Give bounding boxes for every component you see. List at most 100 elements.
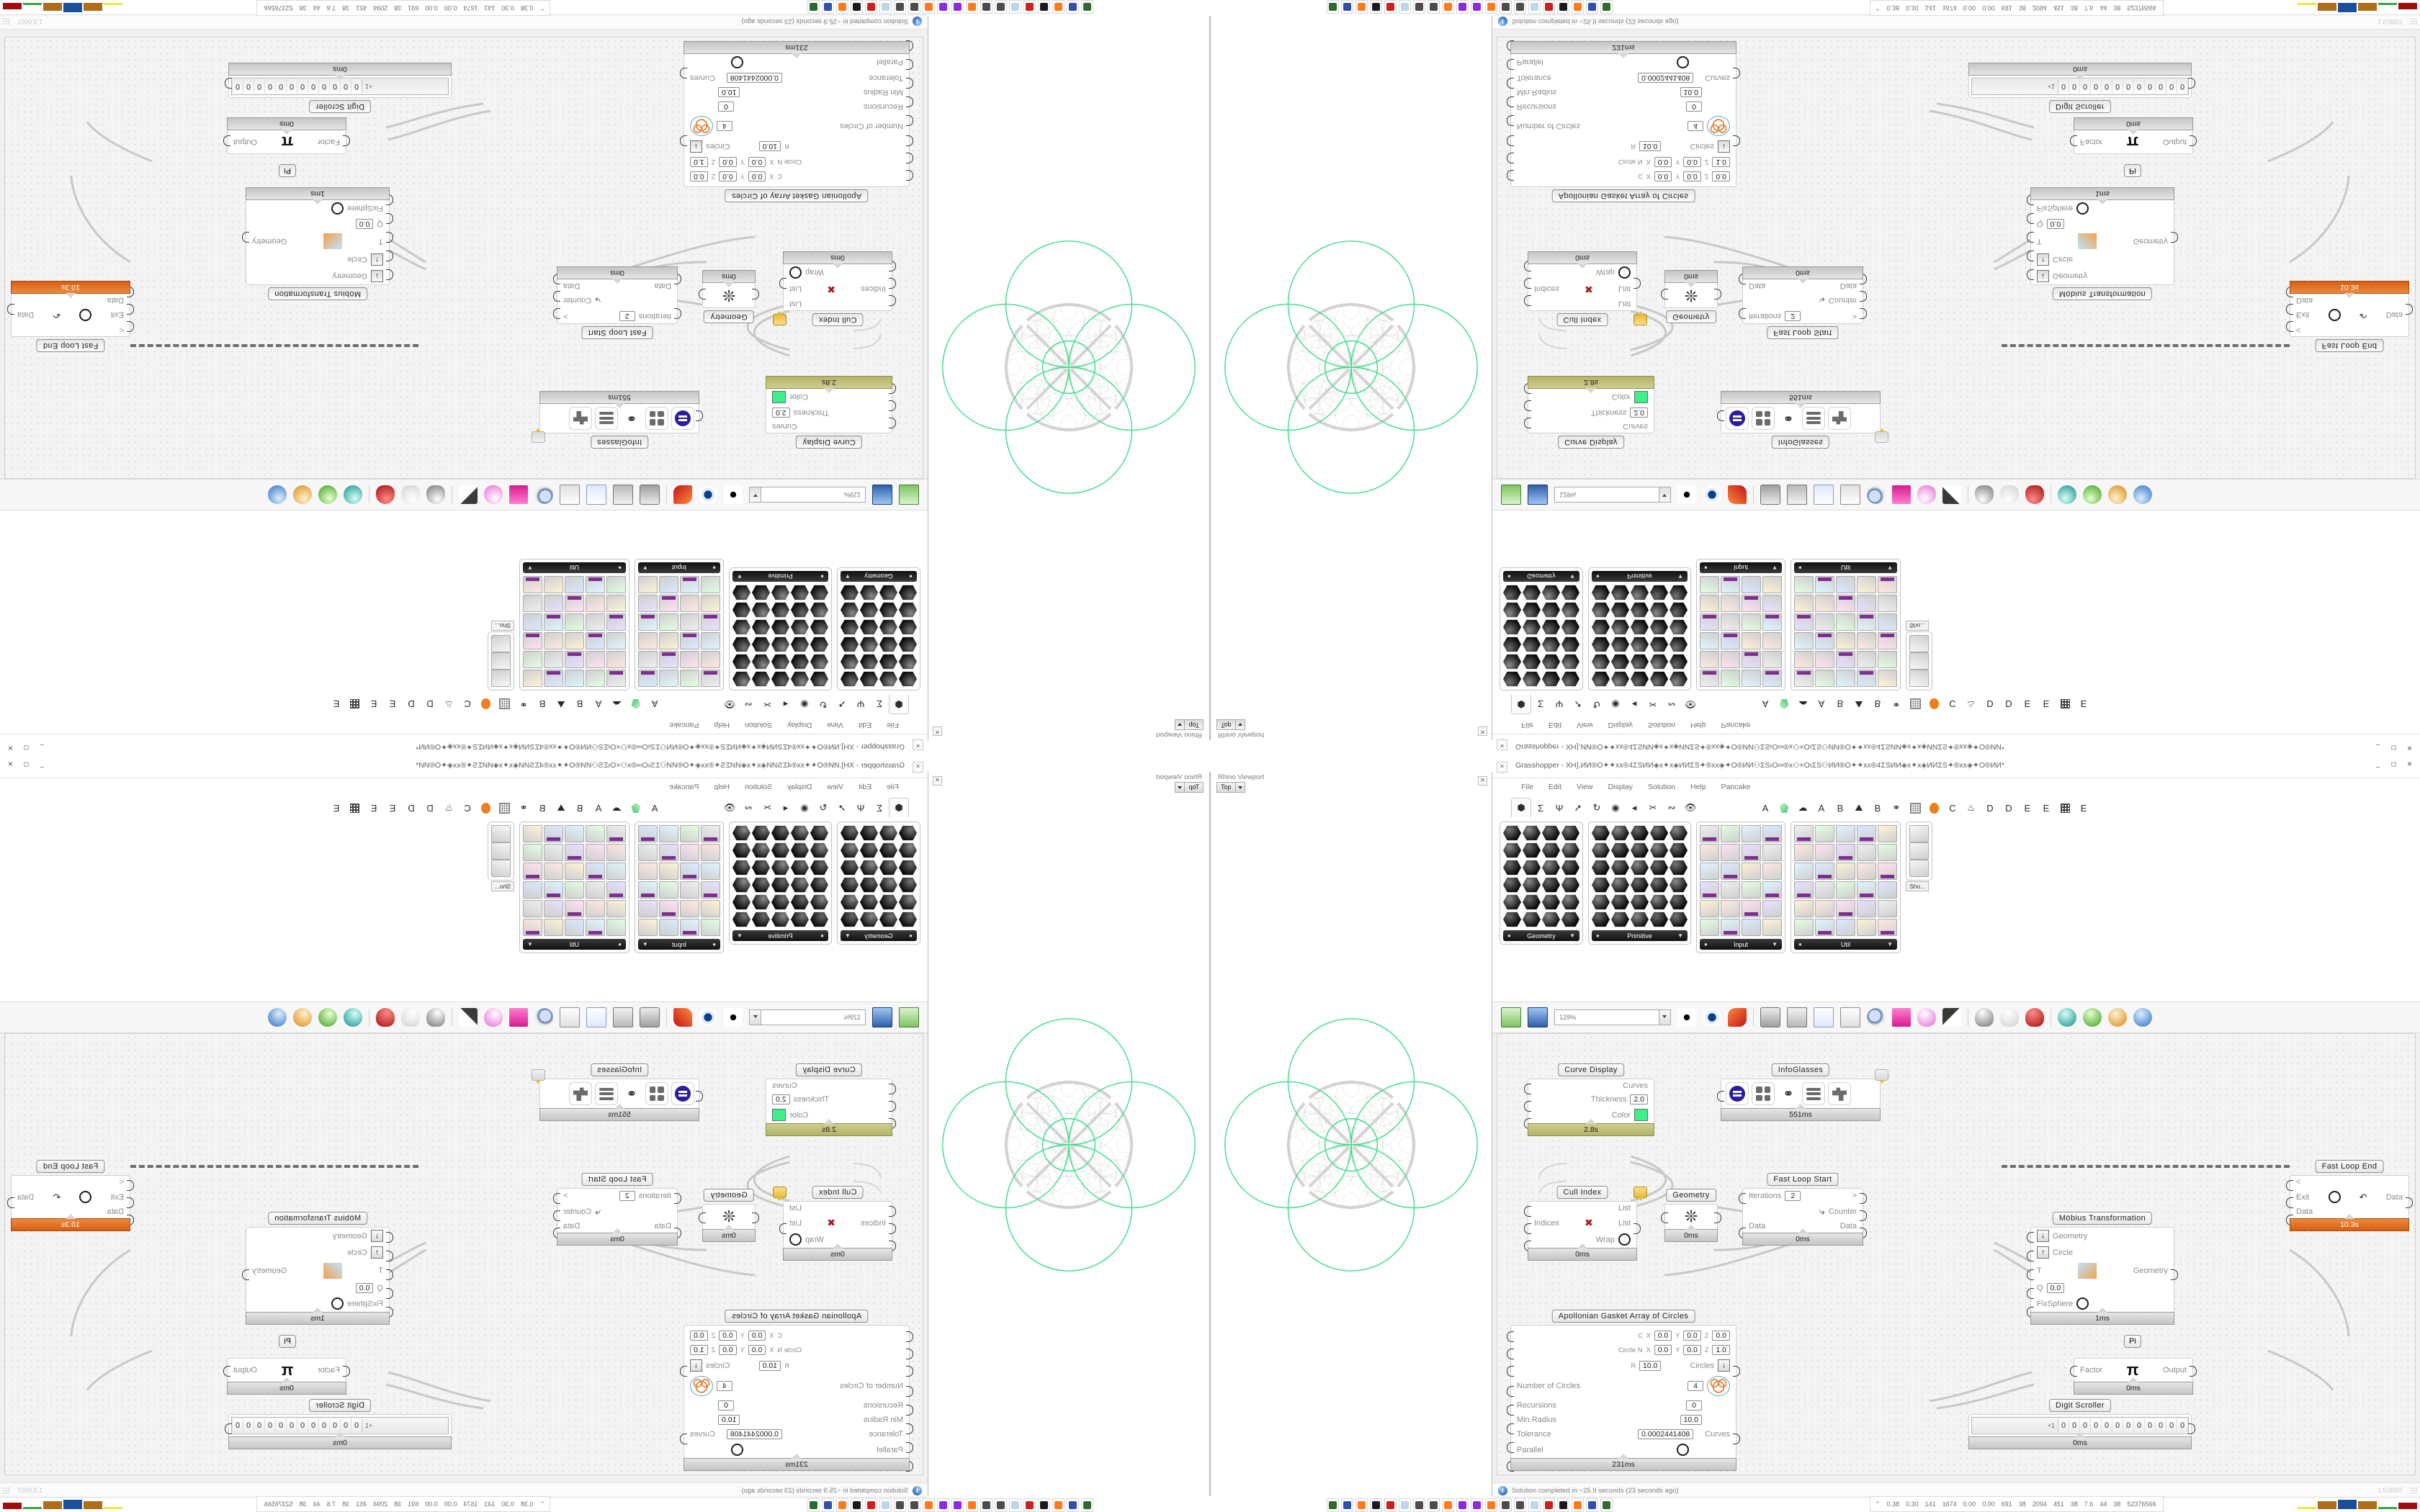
ribbon-tab-curl-icon[interactable]: ↻ (1592, 699, 1601, 710)
flatten-down-icon[interactable]: ↓ (690, 1359, 702, 1372)
node-cull-index-bubble[interactable] (773, 1187, 786, 1198)
layers-icon[interactable] (1802, 407, 1825, 430)
color-swatch[interactable] (1634, 391, 1648, 403)
component-button[interactable] (1794, 825, 1814, 842)
input-pin[interactable] (906, 135, 913, 146)
layers-icon[interactable] (595, 407, 618, 430)
component-button[interactable] (701, 900, 720, 917)
input-pin[interactable] (1507, 1366, 1514, 1377)
workspace-1[interactable] (104, 3, 122, 5)
input-pin[interactable] (889, 418, 896, 428)
component-button[interactable] (1857, 651, 1876, 668)
ribbon-tab-balloon-icon[interactable]: ⚭ (1892, 699, 1901, 710)
digit[interactable]: 0 (264, 1418, 275, 1433)
tolerance-value[interactable]: 0.0002441408 (1638, 73, 1694, 83)
component-button[interactable] (1794, 670, 1814, 687)
color-swatch[interactable] (772, 391, 786, 403)
input-pin[interactable] (906, 170, 913, 181)
node-curve-display[interactable]: Curve Display Curves Thickness 2.0 Color (766, 376, 896, 449)
panel-input-grid[interactable] (638, 576, 720, 687)
panel-geometry-grid[interactable] (1503, 585, 1579, 687)
panel-geometry-footer[interactable]: ● Geometry ▼ (1503, 571, 1579, 582)
ribbon-tab-dots-icon[interactable] (2056, 798, 2074, 817)
component-button[interactable] (1631, 860, 1649, 876)
param-curves[interactable]: Curves (1524, 418, 1654, 433)
component-button[interactable] (1794, 595, 1814, 612)
c-y-value[interactable]: 0.0 (719, 1331, 737, 1341)
viewport-view-dropdown[interactable]: Top (1175, 719, 1204, 730)
floppy64-icon[interactable] (1586, 1498, 1598, 1512)
input-pin[interactable] (1507, 153, 1514, 163)
node-cull-index-bubble[interactable] (1634, 314, 1647, 325)
shade-red-icon[interactable] (376, 485, 395, 504)
component-button[interactable] (1561, 585, 1579, 600)
param-pi-row[interactable]: Factor π Output (2070, 1359, 2197, 1382)
component-button[interactable] (1857, 863, 1876, 880)
param-color[interactable]: Color (1524, 1107, 1654, 1129)
firefox-icon[interactable] (836, 0, 848, 14)
component-button[interactable] (791, 842, 809, 858)
input-pin[interactable] (2027, 213, 2034, 224)
ribbon-tabs[interactable]: ⬢ Σ Ψ ➚ ↻ ◉ ◂ ✂ ∾ 👁 A ☁ A B ⛰ B ⚭ C ♨ D … (0, 695, 928, 716)
field-r[interactable]: R 10.0 Circles ↓ (680, 135, 913, 155)
component-button[interactable] (1611, 636, 1629, 652)
component-button[interactable] (638, 900, 658, 917)
component-button[interactable] (1762, 919, 1782, 936)
panel-primitive-expand[interactable]: ▼ (737, 932, 743, 939)
c-z-value[interactable]: 0.0 (1712, 1331, 1730, 1341)
zoom-select[interactable]: 129% (749, 1009, 866, 1025)
component-button[interactable] (1836, 844, 1855, 861)
paint-green-icon[interactable] (2083, 1008, 2102, 1027)
component-button[interactable] (1742, 576, 1761, 593)
input-pin[interactable] (906, 1349, 913, 1359)
component-button[interactable] (771, 671, 789, 687)
component-button[interactable] (1523, 654, 1541, 670)
digit[interactable]: 0 (2069, 1418, 2080, 1433)
component-button[interactable] (1611, 912, 1629, 927)
input-pin[interactable] (906, 1386, 913, 1397)
param-lt[interactable]: < (12, 321, 134, 336)
glasses-icon[interactable]: ⚭ (621, 408, 642, 429)
ribbon-tab-a2[interactable]: A (1818, 802, 1825, 814)
component-button[interactable] (1670, 860, 1688, 876)
tolerance-value[interactable]: 0.0002441408 (726, 73, 782, 83)
ribbon-tab-bird-icon[interactable]: ♨ (444, 802, 453, 813)
grasshopper-canvas[interactable]: Curve Display Curves Thickness 2.0 Color (4, 37, 923, 479)
component-button[interactable] (1742, 651, 1761, 668)
component-button[interactable] (752, 619, 770, 635)
kdenlive-icon[interactable] (1428, 1498, 1440, 1512)
menu-item-edit[interactable]: Edit (858, 783, 872, 791)
terminal-icon[interactable] (807, 0, 820, 14)
grasshopper-titlebar[interactable]: ✕ Grasshopper - XH].ИИ®O✦✦xx®4ƩSИИ◈x✦x◈И… (0, 734, 928, 756)
component-button[interactable] (1523, 912, 1541, 927)
ribbon-tab-grid-icon[interactable] (1906, 798, 1924, 817)
component-button[interactable] (1762, 632, 1782, 649)
grasshopper-titlebar[interactable]: ✕ Grasshopper - XH].ИИ®O✦✦xx®4ƩSИИ◈x✦x◈И… (1492, 756, 2420, 778)
scroller-prefix[interactable]: +1 (362, 1418, 448, 1433)
output-pin[interactable] (7, 1197, 14, 1208)
component-button[interactable] (791, 877, 809, 893)
digit[interactable]: 0 (2080, 1418, 2091, 1433)
field-c[interactable]: C X 0.0 Y 0.0 Z 0.0 (684, 169, 913, 184)
output-pin[interactable] (1714, 1212, 1721, 1223)
component-button[interactable] (606, 613, 626, 631)
panel-primitive-footer[interactable]: ● Primitive ▼ (732, 571, 828, 582)
component-button[interactable] (638, 919, 658, 936)
ribbon-tabs[interactable]: ⬢ Σ Ψ ➚ ↻ ◉ ◂ ✂ ∾ 👁 A ☁ A B ⛰ B ⚭ C ♨ D … (0, 796, 928, 817)
minimize-button[interactable]: _ (40, 760, 45, 768)
component-button[interactable] (565, 632, 584, 649)
component-button[interactable] (565, 651, 584, 668)
panel-geometry-grid[interactable] (841, 585, 917, 687)
ribbon-tab-orange-blob-icon[interactable] (1924, 695, 1943, 714)
workspace-1[interactable] (2298, 3, 2316, 5)
component-button[interactable] (1523, 860, 1541, 876)
mastodon-icon[interactable] (951, 0, 964, 14)
workspace-switcher[interactable] (2298, 1500, 2417, 1509)
kdenlive-icon[interactable] (908, 1498, 920, 1512)
field-circle-n[interactable]: Circle N X 0.0 Y 0.0 Z 1.0 (1507, 153, 1736, 169)
ribbon-tab-a1[interactable]: A (1762, 802, 1769, 814)
chevron-down-icon[interactable] (1659, 487, 1670, 502)
digit[interactable]: 0 (2102, 79, 2112, 94)
component-button[interactable] (606, 632, 626, 649)
ribbon-tab-mountain-icon[interactable]: ⛰ (1855, 699, 1863, 710)
